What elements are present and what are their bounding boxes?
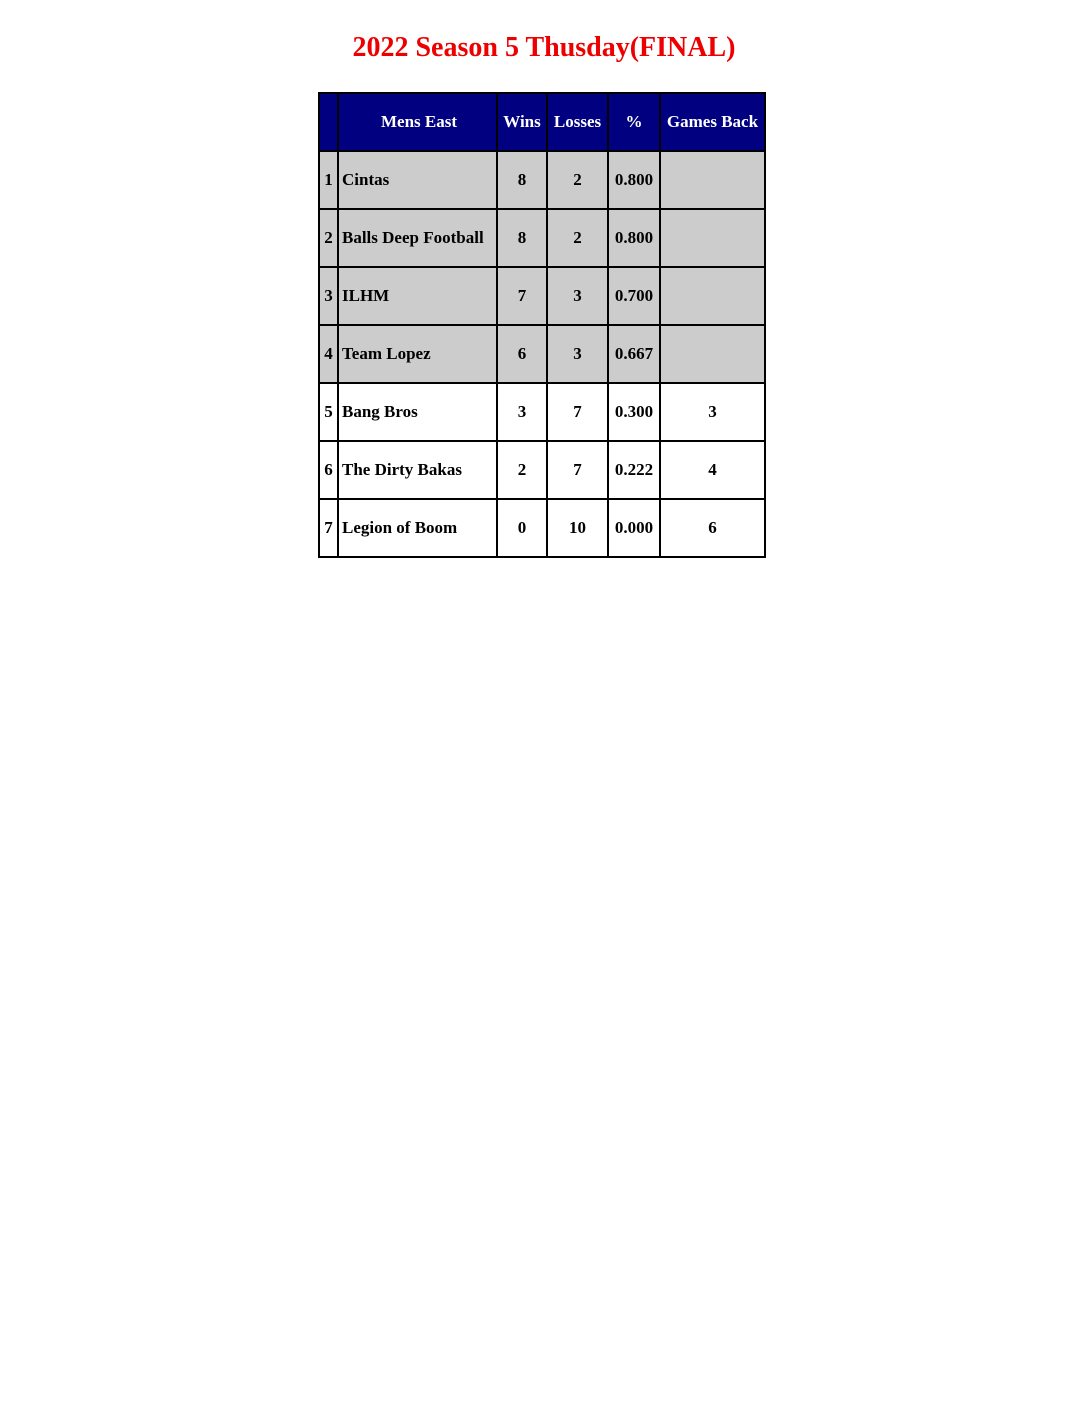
- games-back-cell: 4: [659, 440, 766, 500]
- wins-cell: 0: [496, 498, 548, 558]
- header-pct: %: [607, 92, 661, 152]
- header-row: Mens East Wins Losses % Games Back: [318, 92, 766, 152]
- team-cell: Cintas: [337, 150, 498, 210]
- table-row: 4 Team Lopez 6 3 0.667: [318, 324, 766, 384]
- wins-cell: 8: [496, 150, 548, 210]
- team-cell: ILHM: [337, 266, 498, 326]
- losses-cell: 3: [546, 324, 609, 384]
- table-row: 5 Bang Bros 3 7 0.300 3: [318, 382, 766, 442]
- pct-cell: 0.800: [607, 150, 661, 210]
- games-back-cell: [659, 150, 766, 210]
- games-back-cell: 6: [659, 498, 766, 558]
- rank-cell: 6: [318, 440, 339, 500]
- header-division: Mens East: [337, 92, 498, 152]
- losses-cell: 3: [546, 266, 609, 326]
- pct-cell: 0.222: [607, 440, 661, 500]
- table-row: 2 Balls Deep Football 8 2 0.800: [318, 208, 766, 268]
- wins-cell: 6: [496, 324, 548, 384]
- standings-table: Mens East Wins Losses % Games Back 1 Cint…: [318, 92, 766, 558]
- wins-cell: 8: [496, 208, 548, 268]
- team-cell: Team Lopez: [337, 324, 498, 384]
- pct-cell: 0.800: [607, 208, 661, 268]
- team-cell: The Dirty Bakas: [337, 440, 498, 500]
- rank-cell: 3: [318, 266, 339, 326]
- pct-cell: 0.700: [607, 266, 661, 326]
- wins-cell: 3: [496, 382, 548, 442]
- pct-cell: 0.000: [607, 498, 661, 558]
- losses-cell: 7: [546, 440, 609, 500]
- losses-cell: 10: [546, 498, 609, 558]
- games-back-cell: [659, 324, 766, 384]
- wins-cell: 7: [496, 266, 548, 326]
- rank-cell: 7: [318, 498, 339, 558]
- team-cell: Legion of Boom: [337, 498, 498, 558]
- header-wins: Wins: [496, 92, 548, 152]
- header-losses: Losses: [546, 92, 609, 152]
- rank-cell: 4: [318, 324, 339, 384]
- table-row: 1 Cintas 8 2 0.800: [318, 150, 766, 210]
- header-games-back: Games Back: [659, 92, 766, 152]
- pct-cell: 0.300: [607, 382, 661, 442]
- losses-cell: 7: [546, 382, 609, 442]
- header-rank: [318, 92, 339, 152]
- losses-cell: 2: [546, 208, 609, 268]
- games-back-cell: [659, 208, 766, 268]
- wins-cell: 2: [496, 440, 548, 500]
- rank-cell: 1: [318, 150, 339, 210]
- table-row: 7 Legion of Boom 0 10 0.000 6: [318, 498, 766, 558]
- games-back-cell: 3: [659, 382, 766, 442]
- team-cell: Balls Deep Football: [337, 208, 498, 268]
- table-row: 3 ILHM 7 3 0.700: [318, 266, 766, 326]
- rank-cell: 2: [318, 208, 339, 268]
- table-row: 6 The Dirty Bakas 2 7 0.222 4: [318, 440, 766, 500]
- page-title: 2022 Season 5 Thusday(FINAL): [352, 32, 736, 63]
- team-cell: Bang Bros: [337, 382, 498, 442]
- rank-cell: 5: [318, 382, 339, 442]
- pct-cell: 0.667: [607, 324, 661, 384]
- losses-cell: 2: [546, 150, 609, 210]
- games-back-cell: [659, 266, 766, 326]
